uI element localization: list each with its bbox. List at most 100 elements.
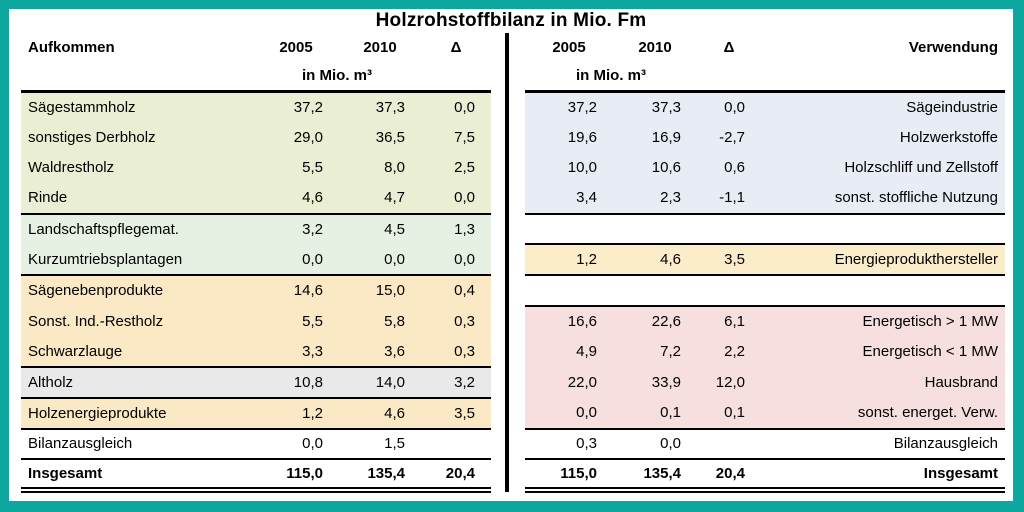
spacer-cell [697,62,761,93]
center-divider [505,33,509,492]
table-row: Holzenergieprodukte 1,2 4,6 3,5 [21,397,491,430]
cell-2005: 3,3 [253,336,339,369]
cell-delta: -1,1 [697,183,761,215]
cell-delta [421,428,491,461]
aufkommen-header-label: Aufkommen [28,39,115,56]
aufkommen-unit-label: in Mio. m³ [253,62,421,93]
row-label: Altholz [21,367,253,399]
row-label: sonst. energet. Verw. [761,397,1005,430]
cell-2010: 2,3 [613,183,697,215]
cell-2010: 8,0 [384,159,405,177]
cell-2010: 10,6 [651,159,681,177]
row-label: Landschaftspflegemat. [28,221,179,239]
cell-2010: 135,4 [339,459,421,493]
cell-2005: 22,0 [567,374,597,392]
cell-2010: 7,2 [660,343,681,361]
cell-2010: 14,0 [339,367,421,399]
cell-2005: 19,6 [567,128,597,146]
cell-delta: 0,1 [697,397,761,430]
row-label: Hausbrand [924,374,998,392]
table-row: Altholz 10,8 14,0 3,2 [21,367,491,399]
cell-2005: 115,0 [525,459,613,493]
cell-2010: 5,8 [384,312,405,330]
cell-delta [697,428,761,461]
verwendung-col-header-delta: Δ [723,39,735,56]
table-row: Sonst. Ind.-Restholz 5,5 5,8 0,3 [21,305,491,337]
cell-delta: 12,0 [715,374,745,392]
row-label: Insgesamt [21,459,253,493]
cell-2005: 37,2 [293,98,323,116]
cell-delta: 20,4 [421,459,491,493]
row-label [761,214,1005,245]
table-row: Kurzumtriebsplantagen 0,0 0,0 0,0 [21,244,491,277]
cell-2005: 115,0 [253,459,339,493]
cell-2010: 37,3 [651,98,681,116]
table-row: 3,4 2,3 -1,1 sonst. stoffliche Nutzung [525,183,1005,215]
cell-2005: 3,4 [525,183,613,215]
cell-delta: 0,3 [454,312,475,330]
spacer-cell [21,62,253,93]
row-label: Sägeindustrie [906,98,998,116]
cell-2010: 4,6 [339,397,421,430]
cell-2010: 4,6 [613,243,697,277]
cell-2010: 0,0 [613,428,697,461]
row-label: Holzenergieprodukte [21,397,253,430]
cell-2010: 16,9 [651,128,681,146]
verwendung-header-label: Verwendung [908,39,998,56]
row-label: Bilanzausgleich [761,428,1005,461]
spacer-cell [761,62,1005,93]
cell-delta: 6,1 [697,304,761,337]
cell-delta: 0,0 [724,98,745,116]
table-row: 16,6 22,6 6,1 Energetisch > 1 MW [525,304,1005,337]
empty-row [525,214,1005,245]
table-row: Sägestammholz 37,2 37,3 0,0 [21,91,491,122]
row-label: Holzschliff und Zellstoff [844,159,998,177]
aufkommen-col-header-delta: Δ [450,39,462,56]
cell-2005 [525,214,613,245]
cell-2005: 5,5 [302,159,323,177]
row-label: Kurzumtriebsplantagen [21,244,253,277]
aufkommen-col-header-2005: 2005 [279,39,313,56]
cell-delta: 2,5 [454,159,475,177]
cell-delta [697,214,761,245]
table-row: Rinde 4,6 4,7 0,0 [21,183,491,215]
cell-2010: 0,1 [613,397,697,430]
aufkommen-table: Aufkommen 2005 2010 Δ in Mio. m³ Sägesta… [21,33,491,493]
cell-delta: 0,0 [421,183,491,215]
cell-delta: 0,6 [724,159,745,177]
cell-2005: 0,0 [525,397,613,430]
table-row: 4,9 7,2 2,2 Energetisch < 1 MW [525,336,1005,368]
table-row: 22,0 33,9 12,0 Hausbrand [525,367,1005,398]
table-row: 10,0 10,6 0,6 Holzschliff und Zellstoff [525,152,1005,184]
cell-2010: 3,6 [339,336,421,369]
cell-2005: 37,2 [567,98,597,116]
verwendung-unit-row: in Mio. m³ [525,62,1005,93]
table-row: Landschaftspflegemat. 3,2 4,5 1,3 [21,213,491,245]
cell-delta: 7,5 [454,128,475,146]
total-row: 115,0 135,4 20,4 Insgesamt [525,459,1005,493]
aufkommen-header-row: Aufkommen 2005 2010 Δ [21,33,491,62]
verwendung-col-header-2005: 2005 [552,39,586,56]
cell-2010: 0,0 [339,244,421,277]
cell-2005: 0,0 [253,428,339,461]
table-row: sonstiges Derbholz 29,0 36,5 7,5 [21,121,491,153]
row-label: Rinde [21,183,253,215]
cell-2010 [613,275,697,306]
table-row: Schwarzlauge 3,3 3,6 0,3 [21,336,491,369]
cell-2005 [525,275,613,306]
table-row: Sägenebenprodukte 14,6 15,0 0,4 [21,275,491,306]
aufkommen-col-header-2010: 2010 [363,39,397,56]
table-canvas: Holzrohstoffbilanz in Mio. Fm Aufkommen … [9,9,1013,501]
cell-delta: 2,2 [724,343,745,361]
verwendung-unit-label: in Mio. m³ [525,62,697,93]
cell-2005: 4,9 [576,343,597,361]
row-label: Waldrestholz [28,159,115,177]
cell-2005: 4,6 [253,183,339,215]
aufkommen-unit-row: in Mio. m³ [21,62,491,93]
table-row: Bilanzausgleich 0,0 1,5 [21,428,491,461]
cell-delta: 20,4 [697,459,761,493]
cell-delta: 3,5 [697,243,761,277]
row-label: Bilanzausgleich [21,428,253,461]
cell-2010 [613,214,697,245]
